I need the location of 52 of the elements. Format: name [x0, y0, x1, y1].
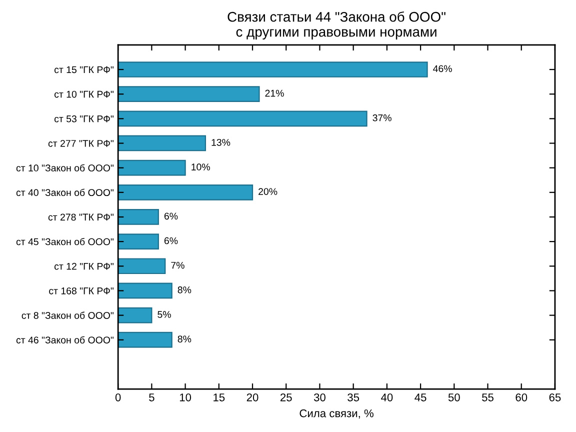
y-tick-label: ст 278 "ТК РФ"	[48, 214, 114, 221]
bar	[118, 160, 186, 176]
y-tick-label: ст 10 "ГК РФ"	[54, 90, 114, 98]
y-tick-label: ст 15 "ГК РФ"	[54, 66, 114, 74]
bar	[118, 135, 206, 152]
x-tick-label: 0	[115, 393, 121, 402]
y-tick-label: ст 53 "ГК РФ"	[54, 115, 114, 122]
bar	[118, 86, 260, 102]
x-axis-title: Сила связи, %	[300, 409, 374, 419]
x-tick-label: 65	[549, 393, 561, 402]
y-tick-label: ст 45 "Закон об ООО"	[16, 238, 114, 246]
bar	[118, 209, 159, 225]
bar	[118, 332, 172, 348]
data-label: 10%	[192, 164, 210, 170]
data-label: 6%	[164, 212, 178, 220]
data-label: 13%	[212, 138, 230, 146]
x-tick-label: 15	[214, 394, 225, 402]
data-label: 8%	[178, 336, 192, 342]
data-label: 37%	[372, 114, 392, 122]
data-label: 6%	[164, 237, 178, 244]
data-label: 20%	[258, 188, 278, 196]
x-tick-label: 20	[246, 393, 258, 402]
x-tick-label: 5	[149, 394, 154, 402]
bar	[118, 110, 368, 127]
y-tick-label: ст 40 "Закон об ООО"	[16, 188, 114, 196]
y-tick-label: ст 46 "Закон об ООО"	[16, 336, 114, 344]
x-tick-label: 25	[280, 393, 292, 402]
x-tick-label: 60	[516, 393, 528, 402]
y-tick-label: ст 8 "Закон об ООО"	[22, 312, 114, 319]
y-tick-label: ст 10 "Закон об ООО"	[16, 164, 114, 172]
y-tick-label: ст 12 "ГК РФ"	[54, 262, 114, 270]
data-label: 46%	[433, 65, 452, 72]
data-label: 8%	[178, 286, 192, 294]
bar	[118, 62, 428, 78]
data-label: 5%	[158, 311, 171, 318]
chart-title: Связи статьи 44 "Закона об ООО" с другими правовыми нормами	[228, 11, 446, 40]
x-tick-label: 30	[314, 393, 326, 402]
y-tick-label: ст 168 "ГК РФ"	[49, 287, 114, 294]
y-tick-label: ст 277 "ТК РФ"	[48, 140, 114, 147]
bar	[118, 184, 254, 200]
x-tick-label: 45	[414, 394, 426, 402]
x-tick-label: 50	[448, 393, 460, 402]
x-tick-label: 40	[381, 393, 393, 402]
x-tick-label: 55	[482, 394, 494, 402]
bar	[118, 234, 159, 250]
data-label: 7%	[171, 262, 184, 269]
x-tick-label: 35	[348, 393, 360, 402]
bar	[118, 282, 172, 299]
x-tick-label: 10	[180, 393, 192, 402]
data-label: 21%	[265, 90, 284, 97]
bar	[118, 258, 166, 274]
bar	[118, 307, 152, 324]
